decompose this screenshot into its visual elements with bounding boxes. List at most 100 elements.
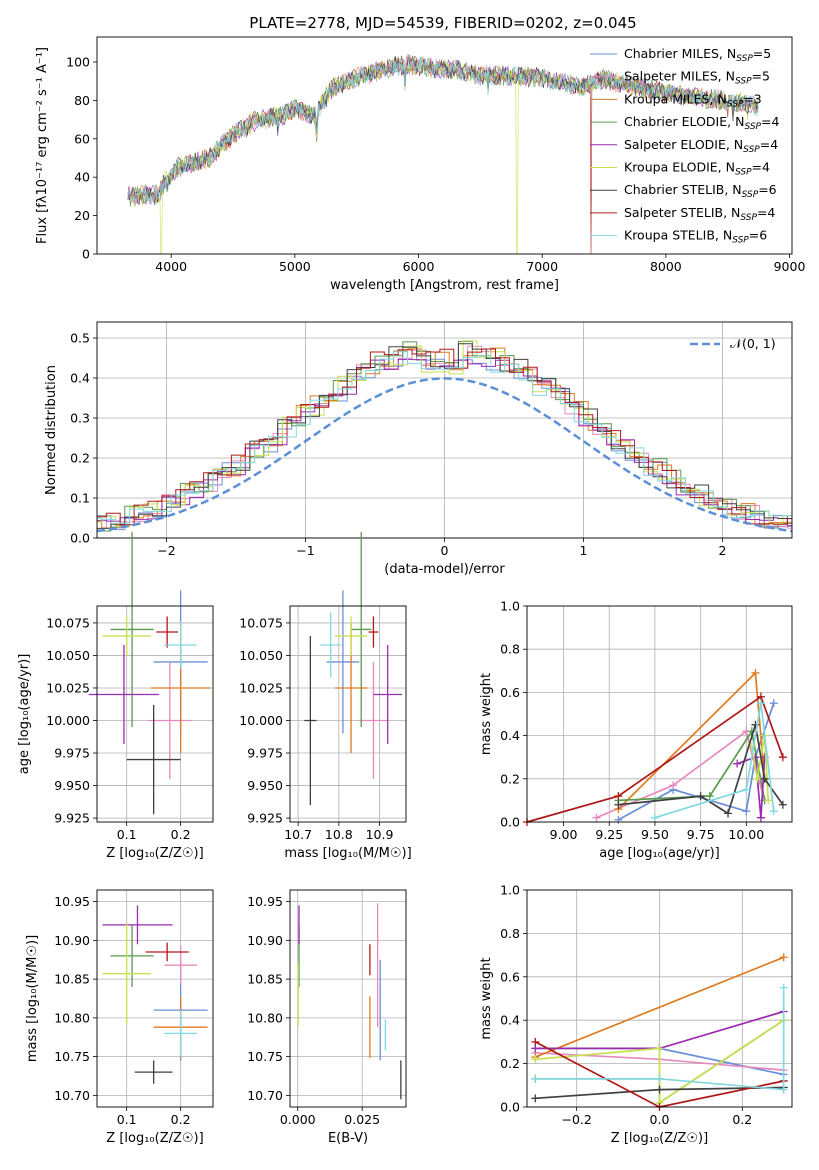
data-marker — [778, 753, 787, 762]
y-tick-label: 9.925 — [54, 811, 90, 826]
y-tick-label: 9.975 — [247, 746, 283, 761]
spectrum-series-8 — [127, 55, 759, 205]
legend-nssp-value: =5 — [753, 46, 771, 61]
data-marker — [531, 1074, 540, 1083]
y-tick-label: 20 — [74, 208, 90, 223]
y-tick-label: 10.80 — [54, 1010, 90, 1025]
y-tick-label: 0.4 — [500, 1013, 520, 1028]
panel-mass-vs-ebv: 0.000 0.025 10.70 10.75 10.80 10.85 10.90 10.95… — [247, 889, 407, 1146]
mass-weight-series-7 — [618, 724, 784, 815]
y-tick-label: 10.000 — [46, 713, 90, 728]
y-tick-label: 60 — [74, 131, 90, 146]
data-marker — [733, 759, 742, 768]
axes-frame — [96, 889, 214, 1108]
y-tick-label: 10.025 — [46, 680, 90, 695]
data-marker — [592, 813, 601, 822]
legend-label: Chabrier MILES, NSSP=5 — [624, 46, 771, 64]
panel-mass-weight-vs-Z: −0.2 0.0 0.2 0.0 0.2 0.4 0.6 0.8 1.0 Z [log₁₀(Z/Z… — [479, 883, 793, 1146]
legend-nssp-value: =4 — [757, 205, 775, 220]
plot-area-spectrum — [127, 53, 759, 255]
figure-title: PLATE=2778, MJD=54539, FIBERID=0202, z=0… — [249, 14, 636, 32]
y-axis-label: age [log₁₀(age/yr)] — [17, 654, 32, 775]
x-tick-label: 9000 — [774, 259, 806, 274]
y-tick-label: 0.6 — [500, 969, 520, 984]
y-tick-label: 0.0 — [500, 815, 520, 830]
histogram-series-7 — [97, 343, 792, 529]
y-tick-label: 10.050 — [46, 648, 90, 663]
y-tick-label: 10.95 — [247, 894, 283, 909]
plot-area-mass-weight-vs-age — [523, 668, 787, 826]
histogram-series-3 — [97, 347, 792, 529]
x-tick-label: 9.50 — [641, 827, 669, 842]
x-tick-label: −2 — [157, 543, 175, 558]
x-tick-label: 4000 — [155, 259, 187, 274]
legend-label: 𝒩(0, 1) — [730, 336, 776, 351]
y-tick-label: 10.075 — [239, 615, 283, 630]
y-tick-label: 9.975 — [54, 746, 90, 761]
panel-mass-weight-vs-age: 9.00 9.25 9.50 9.75 10.00 0.0 0.2 0.4 0.6 0.8 1.0 a… — [479, 599, 793, 861]
legend-nssp-value: =3 — [743, 91, 761, 106]
plot-area-mass-weight-vs-Z — [531, 953, 788, 1111]
data-marker — [614, 800, 623, 809]
x-tick-label: 0.1 — [117, 1112, 137, 1127]
histogram-series-8 — [97, 348, 792, 526]
data-marker — [614, 815, 623, 824]
panel-spectrum: 4000 5000 6000 7000 8000 9000 0 20 40 60 80 100 wave… — [35, 36, 806, 293]
x-tick-label: 9.25 — [595, 827, 623, 842]
y-tick-label: 10.075 — [46, 615, 90, 630]
x-axis-label: Z [log₁₀(Z/Z☉)] — [611, 1131, 708, 1146]
axes-frame — [96, 605, 214, 823]
plot-area-age-vs-Z — [88, 531, 211, 815]
y-tick-label: 9.950 — [54, 778, 90, 793]
x-axis-label: E(B-V) — [328, 1131, 368, 1146]
legend-subscript: SSP — [743, 145, 760, 155]
normal-reference-curve — [96, 377, 793, 533]
mass-weight-series-9 — [654, 703, 775, 819]
legend-label: Salpeter MILES, NSSP=5 — [624, 69, 770, 87]
mass-weight-series-9 — [535, 987, 785, 1091]
y-tick-label: 10.90 — [54, 933, 90, 948]
axes-frame — [526, 605, 793, 823]
data-marker — [655, 1044, 664, 1053]
data-marker — [778, 800, 787, 809]
mass-weight-series-3 — [617, 671, 766, 810]
x-tick-label: 5000 — [279, 259, 311, 274]
x-tick-label: 0.2 — [171, 827, 191, 842]
data-marker — [655, 1074, 664, 1083]
x-tick-label: −1 — [296, 543, 314, 558]
axes-frame — [526, 889, 793, 1108]
histogram-series-6 — [97, 340, 792, 528]
legend-subscript: SSP — [735, 77, 752, 87]
y-tick-label: 80 — [74, 93, 90, 108]
y-tick-label: 10.80 — [247, 1010, 283, 1025]
y-tick-label: 10.050 — [239, 648, 283, 663]
data-marker — [742, 785, 751, 794]
mass-weight-series-4 — [618, 729, 766, 802]
y-tick-label: 0.2 — [70, 451, 90, 466]
x-axis-label: wavelength [Angstrom, rest frame] — [330, 278, 559, 293]
y-tick-label: 9.950 — [247, 778, 283, 793]
data-marker — [756, 813, 765, 822]
y-axis-label: mass weight — [479, 957, 494, 1039]
data-marker — [769, 699, 778, 708]
y-tick-label: 10.90 — [247, 933, 283, 948]
legend-subscript: SSP — [744, 122, 761, 132]
data-marker — [779, 983, 788, 992]
x-tick-label: 0 — [441, 543, 449, 558]
x-tick-label: 9.75 — [687, 827, 715, 842]
y-tick-label: 0.5 — [70, 331, 90, 346]
y-tick-label: 0.4 — [70, 371, 90, 386]
y-tick-label: 0.2 — [500, 771, 520, 786]
y-axis-label: mass weight — [479, 673, 494, 755]
plot-area-mass-vs-Z — [102, 905, 208, 1084]
x-tick-label: 0.000 — [280, 1112, 316, 1127]
panel-age-vs-Z: 0.1 0.2 9.925 9.950 9.975 10.000 10.025 10.050 1… — [17, 531, 214, 861]
data-marker — [705, 792, 714, 801]
x-tick-label: 0.025 — [344, 1112, 380, 1127]
y-tick-label: 0.4 — [500, 728, 520, 743]
data-marker — [753, 774, 762, 783]
legend-nssp-value: =6 — [758, 182, 776, 197]
legend-nssp-value: =6 — [749, 228, 767, 243]
y-tick-label: 10.75 — [247, 1049, 283, 1064]
